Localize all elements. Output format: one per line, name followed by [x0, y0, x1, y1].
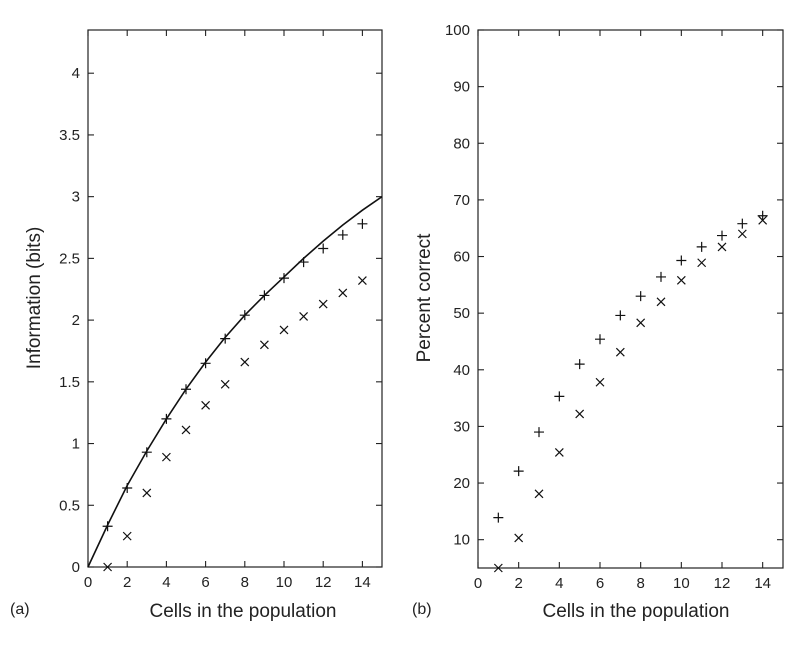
- panel-a-xtick-label-3: 6: [201, 574, 209, 591]
- panel-a-ytick-label-3: 1.5: [59, 374, 80, 391]
- panel-a-label: (a): [10, 601, 30, 618]
- panel-b: 0 2 4 6 8 10 12 14 10 20 30 40 50 60 70 80 90 100 Percent…: [412, 22, 784, 622]
- panel-b-xtick-label-3: 6: [596, 575, 604, 592]
- panel-b-ytick-label-8: 90: [453, 79, 470, 96]
- panel-a-ytick-label-7: 3.5: [59, 127, 80, 144]
- panel-b-xtick-label-5: 10: [673, 575, 690, 592]
- panel-b-plus-point-3: [554, 391, 565, 402]
- panel-b-plus-point-6: [615, 310, 626, 321]
- panel-b-ytick-label-4: 50: [453, 305, 470, 322]
- panel-a-xtick-label-1: 2: [123, 574, 131, 591]
- panel-b-ytick-label-0: 10: [453, 532, 470, 549]
- panel-b-cross-point-3: [554, 448, 564, 457]
- panel-b-xtick-label-6: 12: [714, 575, 731, 592]
- panel-b-plus-point-2: [534, 427, 544, 438]
- panel-b-ylabel: Percent correct: [414, 233, 435, 363]
- panel-a-marks: 0 2 4 6 8 10 12 14 0 0.5 1 1.5 2 2.5 3 3.5 4: [59, 30, 383, 591]
- panel-a-xtick-label-5: 10: [276, 574, 293, 591]
- panel-a-cross-point-7: [240, 357, 250, 367]
- panel-b-plot-frame: [477, 29, 784, 569]
- panel-a-cross-point-0: [103, 562, 113, 572]
- panel-a-ytick-label-0: 0: [72, 559, 80, 576]
- panel-a-xlabel: Cells in the population: [150, 601, 337, 622]
- panel-a-ylabel: Information (bits): [24, 227, 45, 370]
- panel-b-ytick-label-6: 70: [453, 192, 470, 209]
- panel-a-cross-point-10: [299, 311, 309, 321]
- panel-b-cross-point-10: [697, 258, 707, 268]
- panel-b-ytick-label-5: 60: [453, 249, 470, 266]
- panel-a-ytick-label-1: 0.5: [59, 497, 80, 514]
- panel-a-xtick-label-0: 0: [84, 574, 92, 591]
- panel-b-plus-point-4: [574, 359, 585, 370]
- panel-b-ytick-label-2: 30: [453, 418, 470, 435]
- panel-b-xtick-label-4: 8: [636, 575, 644, 592]
- panel-a-plus-point-9: [279, 273, 289, 284]
- panel-a-fit-curve: [87, 196, 383, 568]
- panel-a-cross-point-6: [220, 379, 230, 389]
- panel-a-cross-point-2: [142, 488, 152, 498]
- panel-a-xtick-label-6: 12: [315, 574, 332, 591]
- panel-b-cross-point-0: [493, 563, 503, 573]
- panel-b-ytick-label-7: 80: [453, 135, 470, 152]
- panel-b-xtick-label-0: 0: [474, 575, 482, 592]
- panel-b-cross-point-4: [575, 409, 585, 419]
- panel-b-cross-point-1: [514, 533, 524, 543]
- panel-a-cross-point-11: [318, 299, 328, 309]
- panel-a-cross-point-13: [357, 276, 367, 286]
- panel-a-cross-point-12: [338, 288, 348, 298]
- panel-b-cross-point-11: [717, 242, 727, 252]
- panel-b-plus-point-11: [717, 230, 727, 241]
- panel-b-plus-point-13: [757, 210, 768, 221]
- panel-b-ytick-label-3: 40: [453, 362, 470, 379]
- panel-a-xtick-label-7: 14: [354, 574, 371, 591]
- panel-b-plus-point-9: [676, 255, 687, 266]
- panel-a-cross-point-4: [181, 425, 191, 435]
- panel-b-ytick-label-1: 20: [453, 475, 470, 492]
- panel-a-cross-point-8: [259, 340, 269, 350]
- panel-b-plus-point-12: [737, 218, 748, 229]
- panel-a-plus-point-12: [337, 229, 348, 240]
- panel-a-xtick-label-2: 4: [162, 574, 170, 591]
- panel-b-cross-point-6: [615, 347, 625, 357]
- panel-a-ytick-label-5: 2.5: [59, 250, 80, 267]
- panel-a-plus-point-11: [318, 243, 329, 254]
- panel-b-marks: 0 2 4 6 8 10 12 14 10 20 30 40 50 60 70 80 90 100: [445, 22, 783, 592]
- panel-a-ytick-label-4: 2: [72, 312, 80, 329]
- panel-a-ytick-label-8: 4: [72, 65, 80, 82]
- panel-a-plus-point-13: [357, 218, 368, 229]
- panel-b-xtick-label-1: 2: [514, 575, 522, 592]
- panel-a-plot-frame: [87, 29, 383, 568]
- panel-a-cross-point-3: [161, 452, 171, 462]
- panel-a-xtick-label-4: 8: [241, 574, 249, 591]
- panel-b-cross-point-2: [534, 489, 544, 499]
- panel-b-cross-point-9: [676, 275, 686, 285]
- panel-b-plus-point-0: [493, 512, 504, 523]
- panel-b-xlabel: Cells in the population: [543, 601, 730, 622]
- panel-a: 0 2 4 6 8 10 12 14 0 0.5 1 1.5 2 2.5 3 3.5 4 Information…: [10, 29, 383, 622]
- panel-b-cross-point-5: [595, 377, 605, 387]
- panel-b-cross-point-7: [636, 318, 646, 328]
- panel-b-label: (b): [412, 601, 432, 618]
- panel-b-plus-point-1: [513, 466, 524, 477]
- panel-b-cross-point-12: [737, 229, 747, 239]
- panel-b-xtick-label-7: 14: [754, 575, 771, 592]
- panel-b-ytick-label-9: 100: [445, 22, 470, 39]
- panel-a-cross-point-1: [122, 531, 132, 541]
- panel-b-plus-point-5: [595, 334, 605, 345]
- panel-a-ytick-label-2: 1: [72, 436, 80, 453]
- panel-b-cross-point-8: [656, 297, 666, 307]
- panel-a-cross-point-5: [201, 400, 211, 410]
- panel-b-plus-point-7: [635, 291, 646, 302]
- panel-a-cross-point-9: [279, 325, 289, 335]
- panel-b-plus-point-10: [696, 241, 707, 252]
- panel-a-ytick-label-6: 3: [72, 189, 80, 206]
- panel-b-cross-point-13: [758, 215, 768, 225]
- panel-b-plus-point-8: [656, 271, 666, 282]
- panel-b-xtick-label-2: 4: [555, 575, 563, 592]
